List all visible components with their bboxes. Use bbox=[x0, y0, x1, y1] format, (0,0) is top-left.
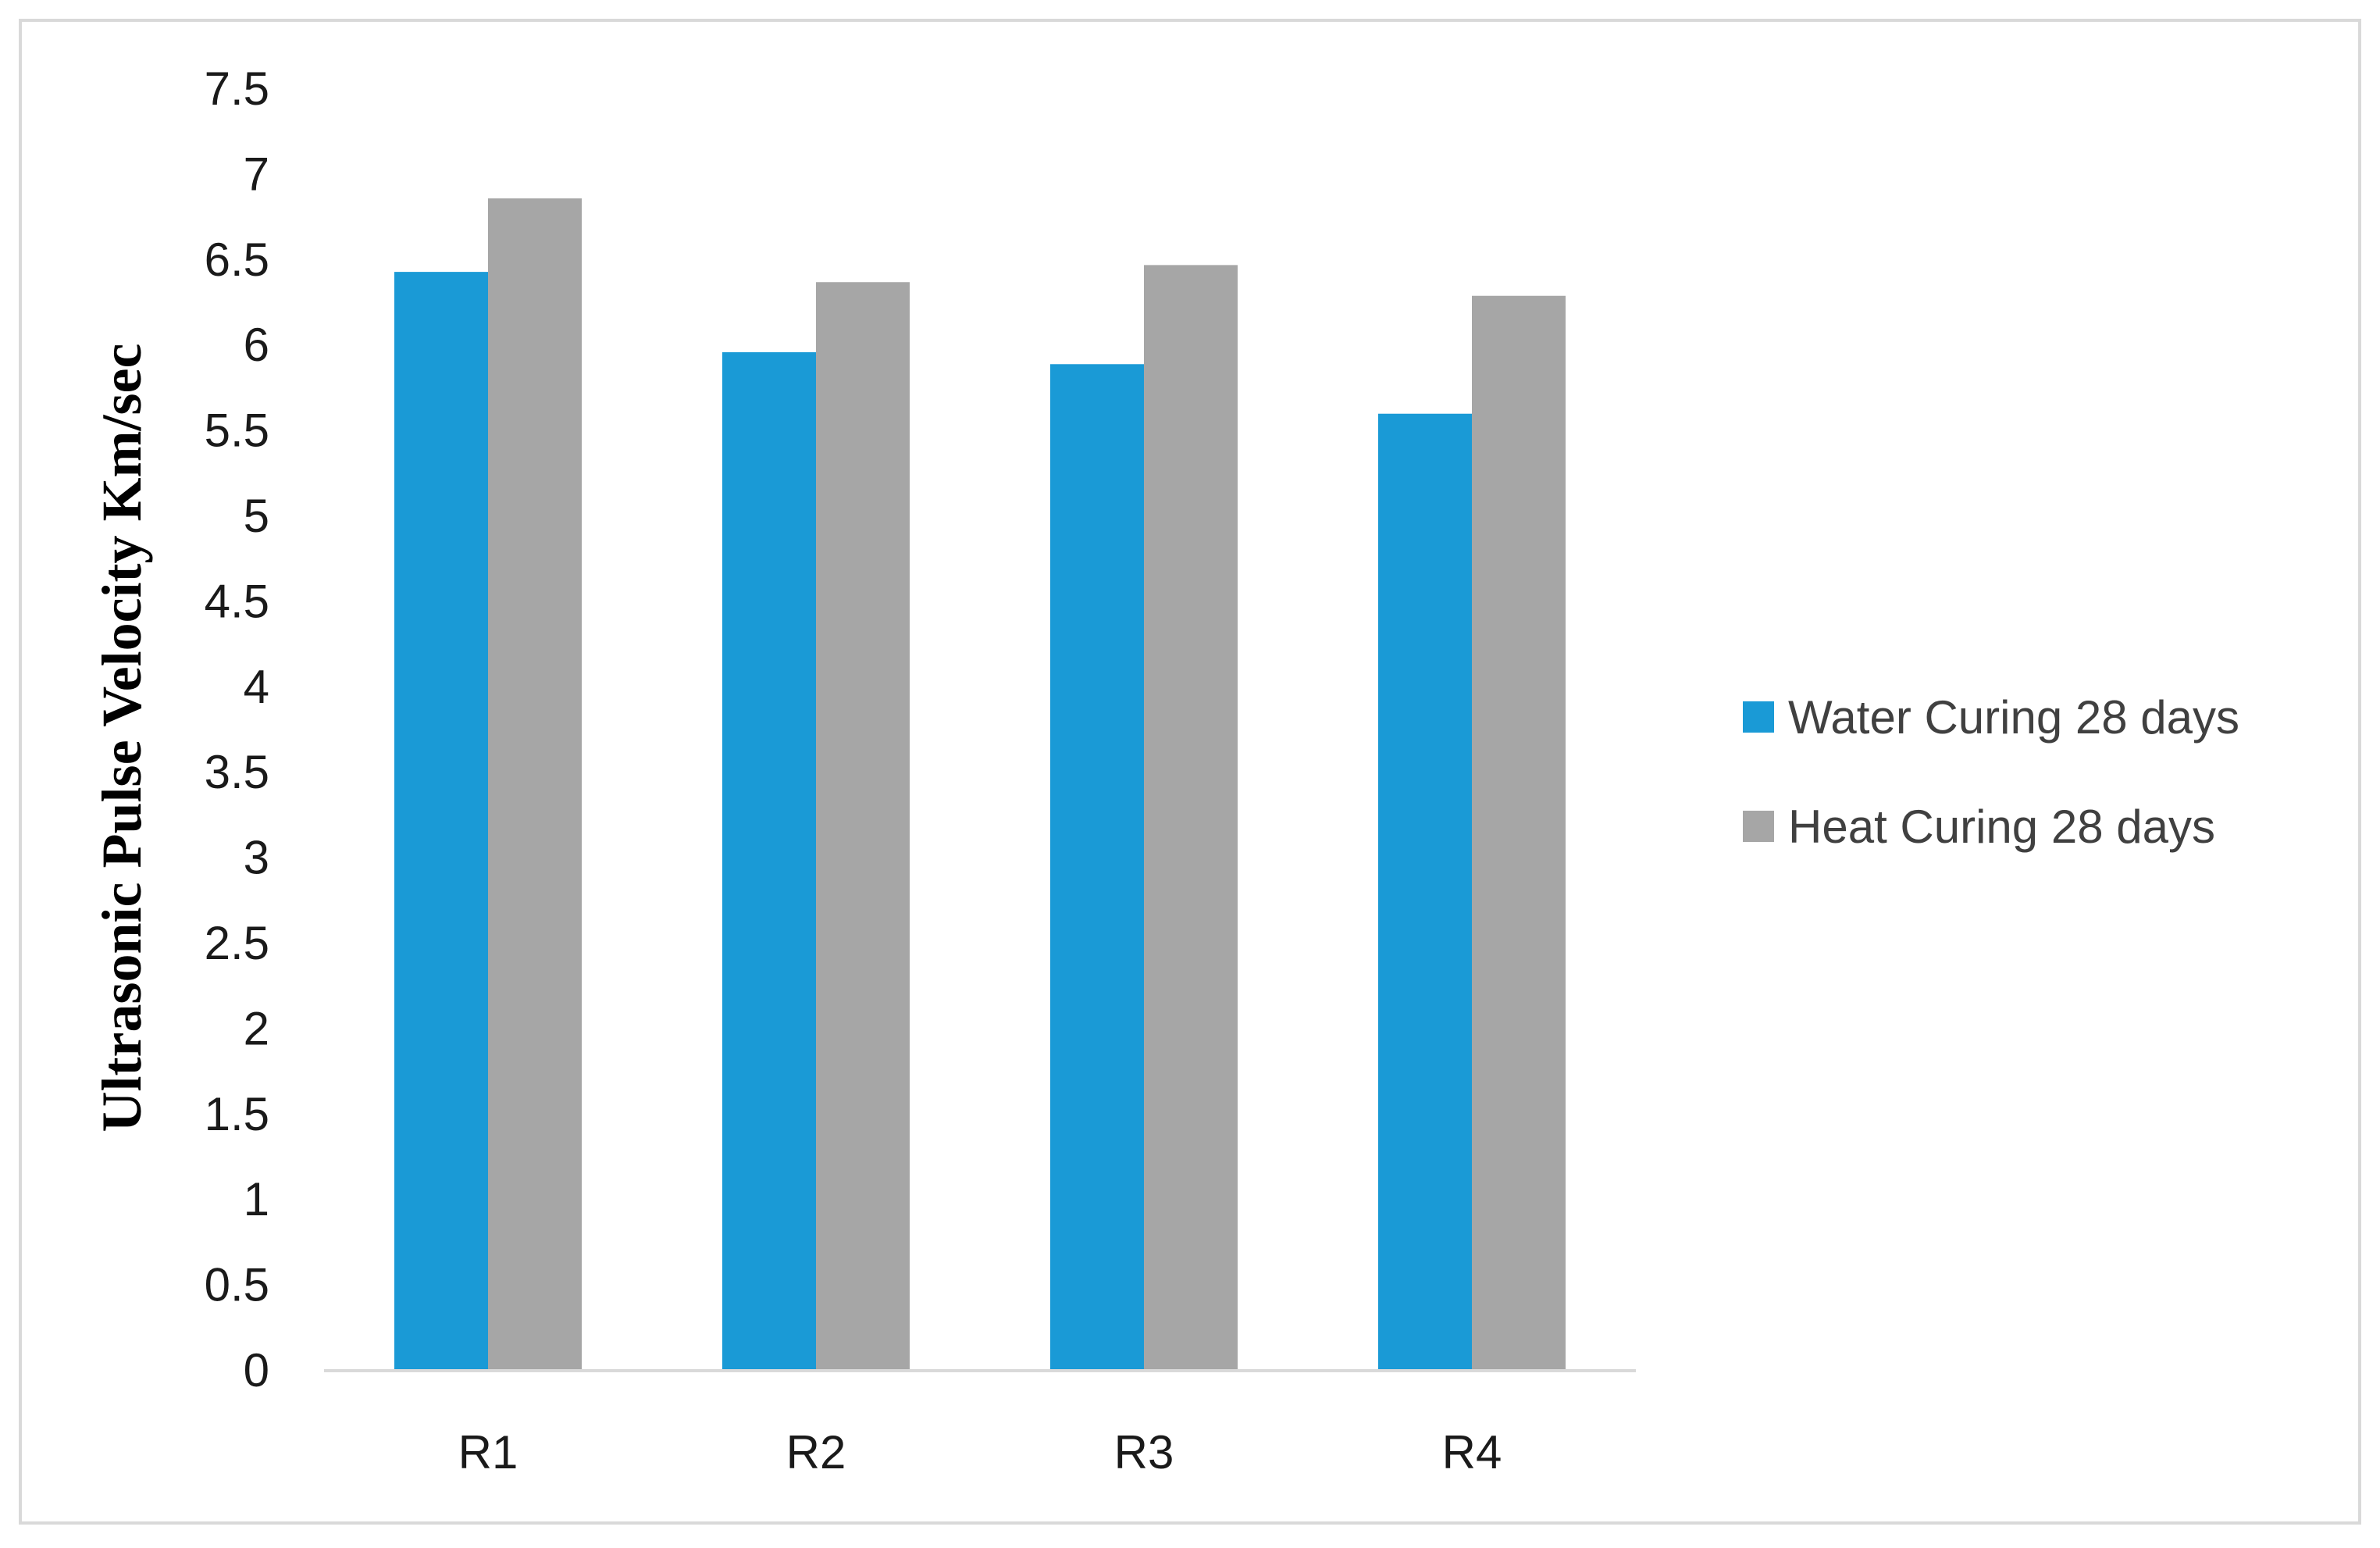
y-tick-label: 4 bbox=[244, 661, 269, 713]
y-tick-label: 0.5 bbox=[205, 1259, 269, 1311]
bar-heat-curing-r2 bbox=[816, 282, 910, 1371]
x-tick-label: R1 bbox=[458, 1426, 518, 1478]
y-tick-label: 2.5 bbox=[205, 917, 269, 969]
y-tick-label: 2 bbox=[244, 1002, 269, 1054]
bar-water-curing-r1 bbox=[394, 272, 488, 1371]
y-tick-label: 7 bbox=[244, 148, 269, 200]
bar-heat-curing-r4 bbox=[1472, 295, 1566, 1371]
x-tick-label: R3 bbox=[1114, 1426, 1174, 1478]
y-tick-label: 6.5 bbox=[205, 234, 269, 286]
bars-group bbox=[394, 198, 1566, 1371]
legend-swatch bbox=[1743, 701, 1774, 733]
y-tick-label: 3 bbox=[244, 832, 269, 884]
x-tick-label: R4 bbox=[1442, 1426, 1502, 1478]
legend-label: Heat Curing 28 days bbox=[1788, 801, 2215, 853]
legend-label: Water Curing 28 days bbox=[1788, 691, 2239, 744]
y-tick-label: 0 bbox=[244, 1344, 269, 1396]
bar-heat-curing-r3 bbox=[1144, 265, 1238, 1371]
bar-water-curing-r2 bbox=[722, 351, 816, 1371]
y-axis-label: Ultrasonic Pulse Velocity Km/sec bbox=[91, 344, 153, 1132]
y-tick-label: 1.5 bbox=[205, 1088, 269, 1140]
y-tick-label: 5.5 bbox=[205, 405, 269, 457]
bar-water-curing-r4 bbox=[1378, 413, 1472, 1371]
y-tick-label: 7.5 bbox=[205, 62, 269, 115]
y-tick-label: 3.5 bbox=[205, 746, 269, 798]
x-axis-ticks: R1 R2 R3 R4 bbox=[458, 1426, 1502, 1478]
y-tick-label: 6 bbox=[244, 319, 269, 371]
x-tick-label: R2 bbox=[786, 1426, 846, 1478]
bar-water-curing-r3 bbox=[1050, 364, 1144, 1371]
y-tick-label: 5 bbox=[244, 490, 269, 542]
legend-swatch bbox=[1743, 811, 1774, 842]
y-axis-ticks: 0 0.5 1 1.5 2 2.5 3 3.5 4 4.5 5 5.5 6 6.5 7 7.5 bbox=[205, 62, 269, 1396]
y-tick-label: 4.5 bbox=[205, 575, 269, 627]
bar-heat-curing-r1 bbox=[488, 198, 582, 1371]
legend: Water Curing 28 days Heat Curing 28 days bbox=[1743, 691, 2239, 853]
y-tick-label: 1 bbox=[244, 1173, 269, 1225]
